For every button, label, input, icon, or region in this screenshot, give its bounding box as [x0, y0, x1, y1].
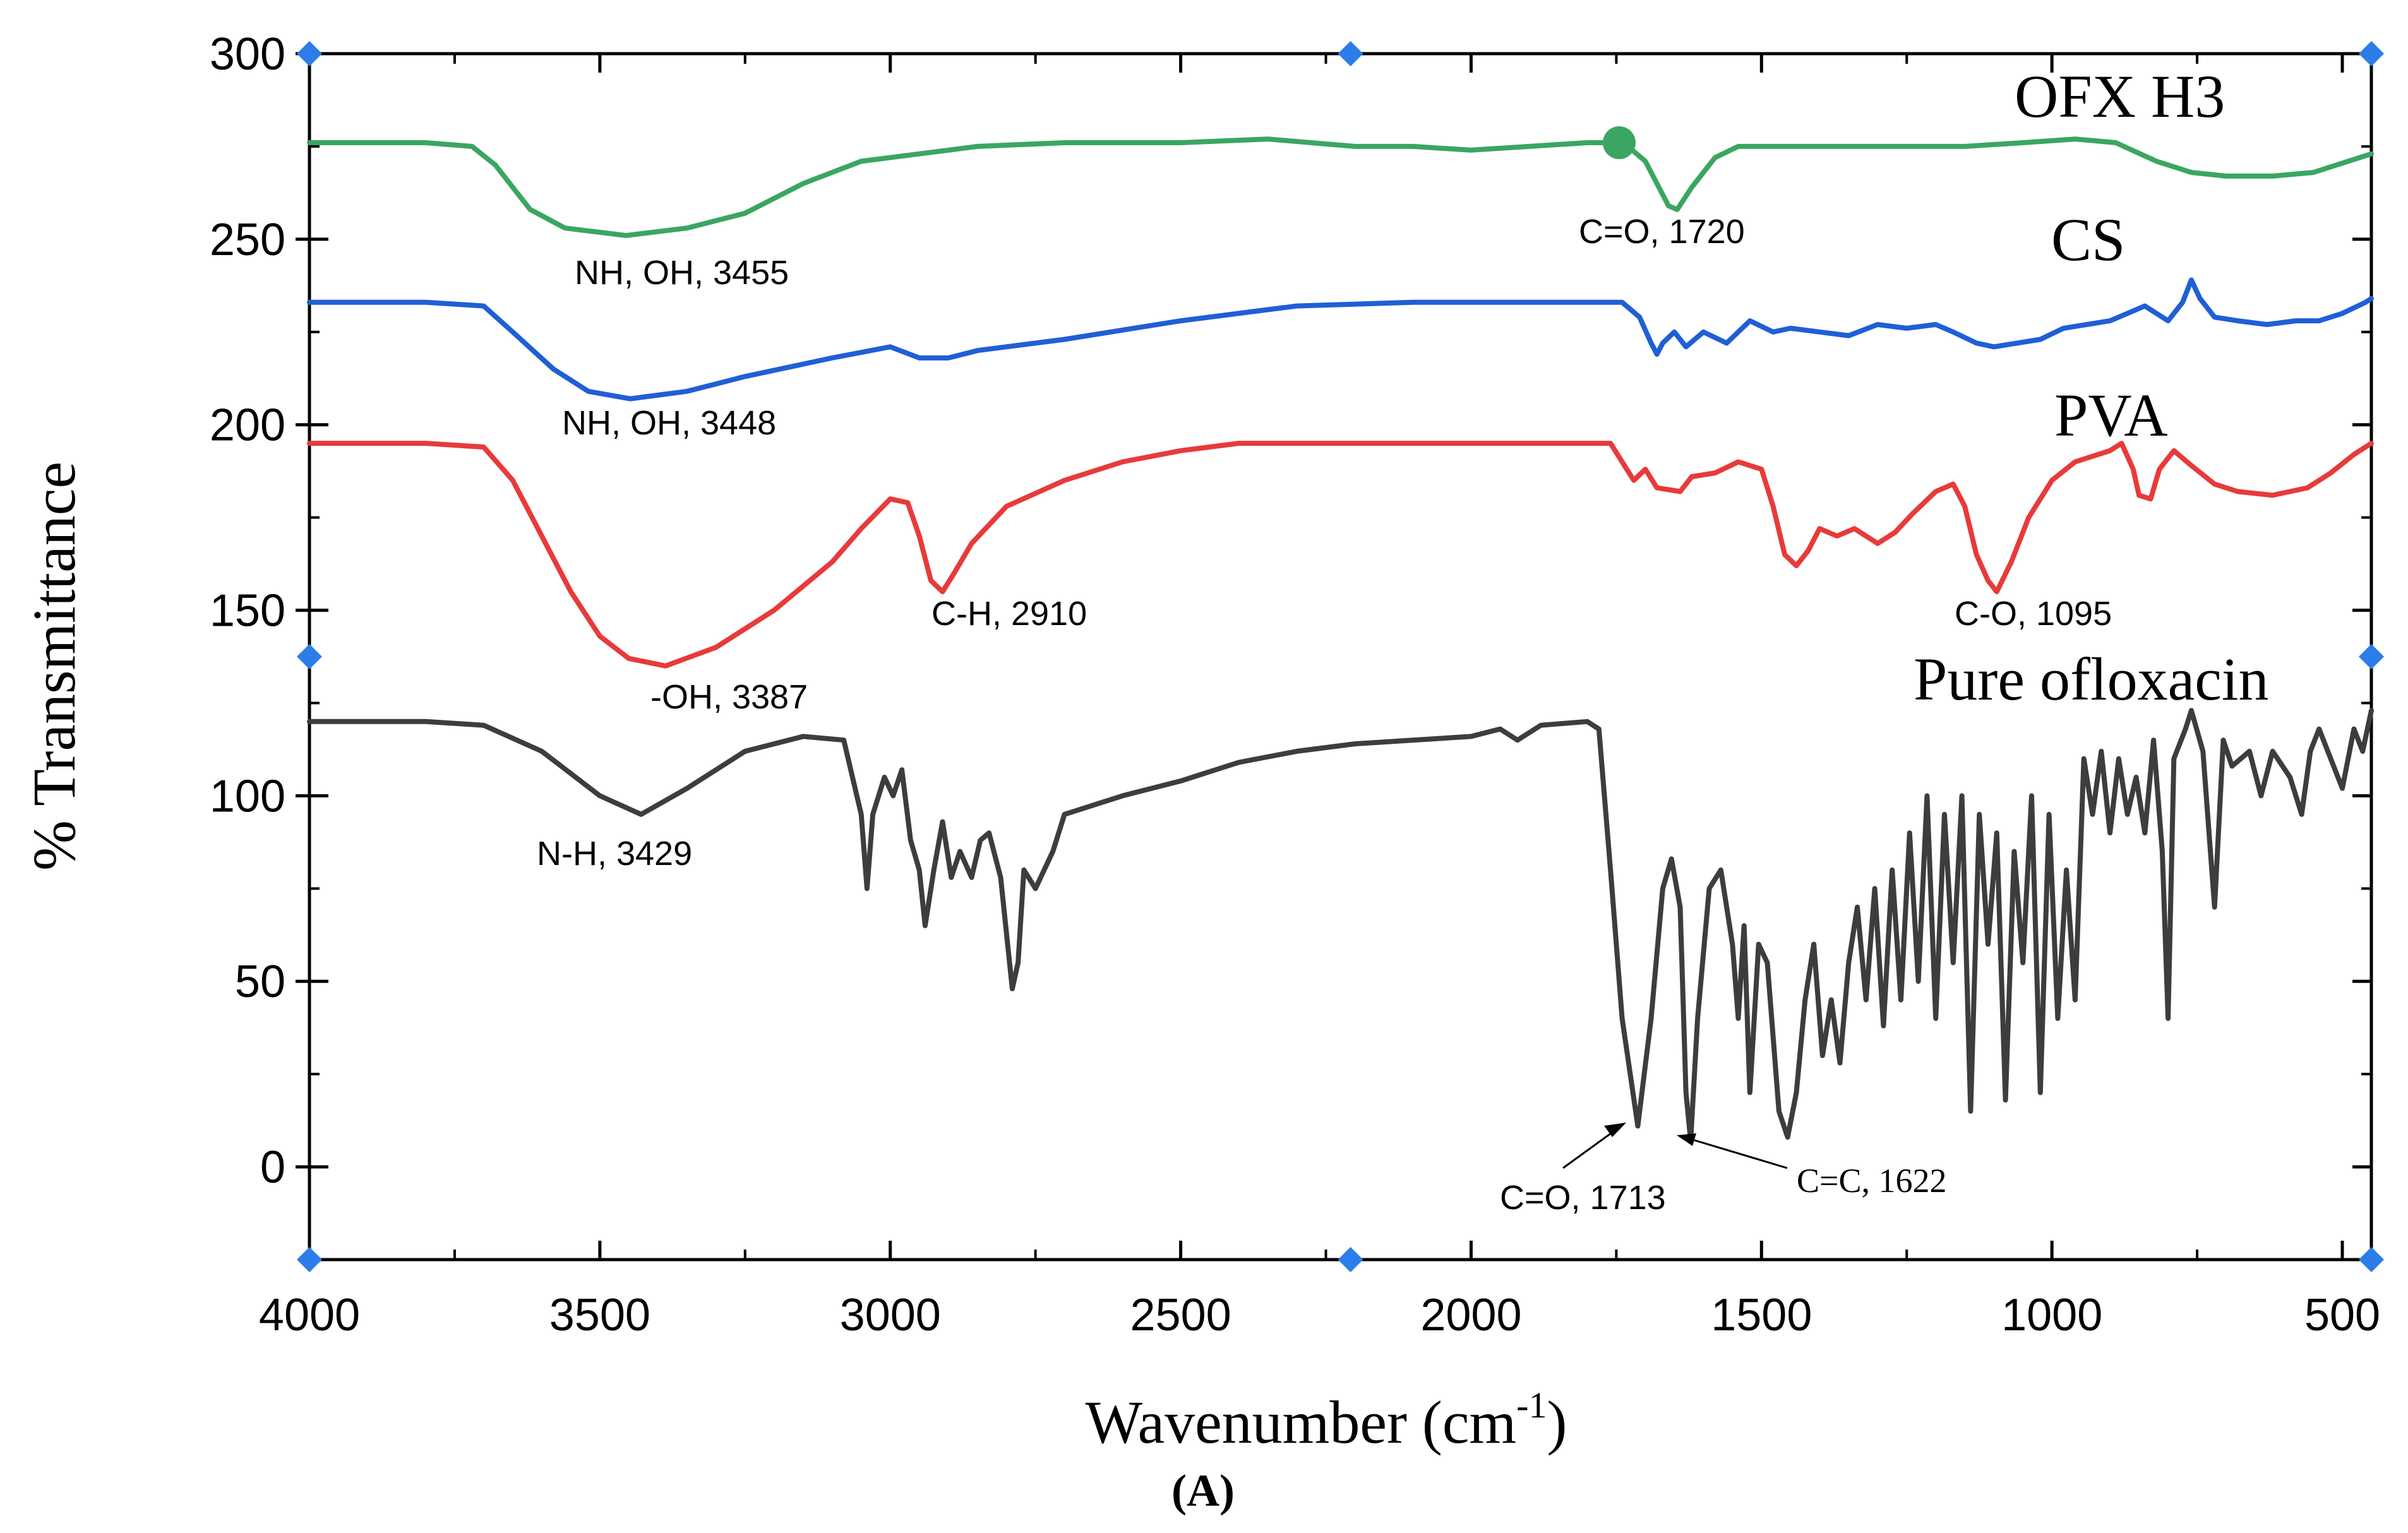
annotation-pva-ch: C-H, 2910: [931, 595, 1087, 633]
x-axis: 4000 3500 3000 2500 2000 1500 1000 500: [259, 54, 2380, 1340]
series-label-cs: CS: [2051, 206, 2125, 273]
x-tick-label: 3000: [840, 1290, 941, 1340]
ofx-h3-marker: [1602, 126, 1636, 160]
y-axis-title: % Transmittance: [20, 462, 88, 871]
frame-handle[interactable]: [297, 41, 322, 66]
x-tick-label: 2500: [1130, 1290, 1231, 1340]
annotation-oflox-co: C=O, 1713: [1500, 1179, 1666, 1217]
annotation-arrows: [1562, 1123, 1788, 1169]
annotation-oflox-cc: C=C, 1622: [1797, 1162, 1947, 1200]
y-axis: 0 50 100 150 200 250 300: [210, 29, 2371, 1193]
annotation-pva-oh: -OH, 3387: [650, 678, 808, 716]
y-tick-label: 200: [210, 400, 285, 451]
x-axis-title-sup: -1: [1516, 1385, 1547, 1426]
y-tick-label: 50: [235, 957, 285, 1007]
frame-handle[interactable]: [297, 1247, 322, 1272]
frame-handle[interactable]: [2359, 644, 2384, 669]
arrow-co-1713: [1562, 1130, 1614, 1169]
arrowhead-cc-1622: [1677, 1133, 1696, 1146]
frame-handle[interactable]: [1338, 1247, 1363, 1272]
x-tick-label: 4000: [259, 1290, 360, 1340]
y-tick-label: 250: [210, 215, 285, 265]
arrow-cc-1622: [1692, 1138, 1788, 1169]
annotation-pva-co: C-O, 1095: [1955, 595, 2112, 633]
y-tick-label: 0: [260, 1142, 285, 1193]
series-label-pva: PVA: [2054, 381, 2168, 449]
y-tick-label: 300: [210, 29, 285, 80]
frame-handle[interactable]: [297, 644, 322, 669]
x-tick-label: 1500: [1711, 1290, 1812, 1340]
frame-handle[interactable]: [2359, 41, 2384, 66]
series-layer: [307, 136, 2374, 1143]
annotation-ofx-nh-oh: NH, OH, 3455: [575, 254, 789, 292]
frame-handle[interactable]: [1338, 41, 1363, 66]
series-line-cs: [307, 277, 2374, 402]
y-tick-label: 150: [210, 586, 285, 636]
y-tick-label: 100: [210, 771, 285, 821]
x-axis-title: Wavenumber (cm-1): [1086, 1385, 1567, 1456]
annotation-oflox-nh: N-H, 3429: [537, 835, 692, 873]
x-axis-title-main: Wavenumber (cm: [1086, 1388, 1517, 1456]
series-label-ofx-h3: OFX H3: [2015, 63, 2225, 130]
panel-label: (A): [1171, 1465, 1235, 1516]
frame-handles: [297, 41, 2384, 1272]
arrowhead-co-1713: [1604, 1123, 1626, 1137]
series-line-pva: [307, 441, 2374, 669]
x-tick-label: 2000: [1420, 1290, 1521, 1340]
x-tick-label: 1000: [2001, 1290, 2102, 1340]
x-axis-title-close: ): [1547, 1388, 1567, 1456]
annotation-ofx-co: C=O, 1720: [1579, 213, 1745, 251]
frame-handle[interactable]: [2359, 1247, 2384, 1272]
series-line-pure-ofloxacin: [307, 708, 2374, 1143]
x-tick-label: 500: [2304, 1290, 2380, 1340]
x-tick-label: 3500: [549, 1290, 650, 1340]
annotation-cs-nh-oh: NH, OH, 3448: [562, 404, 776, 442]
series-label-pure-ofloxacin: Pure ofloxacin: [1914, 645, 2269, 713]
